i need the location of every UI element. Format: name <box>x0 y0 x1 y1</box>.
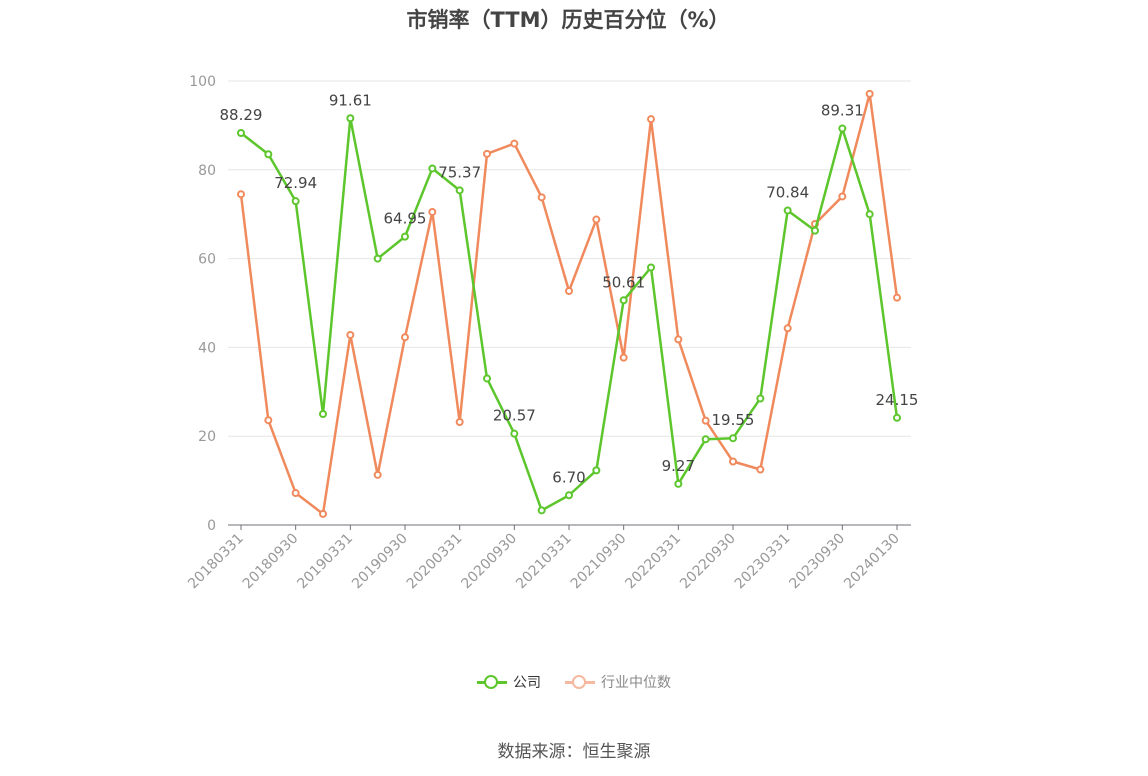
industry-median-point <box>783 324 792 333</box>
industry-median-point <box>319 509 327 518</box>
data-label: 72.94 <box>274 174 317 192</box>
company-point <box>346 114 355 123</box>
data-label: 50.61 <box>602 273 645 291</box>
industry-median-point <box>264 416 273 425</box>
company-point <box>428 164 437 173</box>
industry-median-point <box>647 115 655 124</box>
industry-median-point <box>510 139 519 148</box>
legend-swatch-industry-median <box>565 675 595 689</box>
y-tick-label: 0 <box>207 518 216 534</box>
company-point <box>592 466 601 475</box>
data-label: 24.15 <box>876 391 919 409</box>
x-tick-label: 20190930 <box>349 531 411 593</box>
data-label: 6.70 <box>552 468 585 486</box>
industry-median-point <box>401 333 409 342</box>
industry-median-point <box>674 335 683 344</box>
company-point <box>401 232 409 241</box>
industry-median-point <box>346 330 355 339</box>
grid-lines <box>228 80 911 437</box>
legend-item-company[interactable]: 公司 <box>477 672 541 692</box>
industry-median-point <box>455 417 464 426</box>
data-label: 19.55 <box>712 411 755 429</box>
legend-swatch-company <box>477 675 507 689</box>
company-point <box>319 410 327 418</box>
legend-label-industry-median: 行业中位数 <box>601 675 671 691</box>
company-point <box>537 506 546 515</box>
data-label: 64.95 <box>384 210 427 228</box>
company-point <box>701 435 710 444</box>
x-tick-label: 20190331 <box>294 531 356 593</box>
series-line-company <box>240 117 899 512</box>
data-label: 88.29 <box>220 106 263 124</box>
series-line-industry-median <box>239 92 899 516</box>
company-point <box>510 429 519 438</box>
chart-title: 市销率（TTM）历史百分位（%） <box>406 8 730 32</box>
x-tick-label: 20240130 <box>841 531 903 593</box>
legend: 公司 行业中位数 <box>0 672 1148 692</box>
y-tick-label: 40 <box>198 340 216 356</box>
y-tick-label: 80 <box>198 163 216 179</box>
industry-median-point <box>619 353 628 362</box>
company-point <box>729 434 737 443</box>
x-tick-label: 20230331 <box>732 531 794 593</box>
x-tick-label: 20230930 <box>786 531 848 593</box>
data-label: 91.61 <box>329 91 372 109</box>
company-point <box>455 186 464 195</box>
data-label: 75.37 <box>438 163 481 181</box>
industry-median-point <box>893 293 901 302</box>
industry-median-point <box>865 89 874 98</box>
company-point <box>237 128 245 137</box>
x-tick-label: 20200930 <box>458 531 520 593</box>
company-point <box>373 254 382 263</box>
company-point <box>811 226 819 235</box>
x-tick-label: 20210930 <box>568 531 630 593</box>
y-tick-label: 100 <box>189 74 216 90</box>
axes: 0 20 40 60 80 100 2018033120180930201903312019… <box>185 74 911 592</box>
company-point <box>483 374 491 383</box>
y-tick-label: 20 <box>198 429 216 445</box>
data-label: 89.31 <box>821 101 864 119</box>
x-tick-label: 20220930 <box>677 531 739 593</box>
company-point <box>647 263 655 272</box>
industry-median-point <box>838 192 847 201</box>
industry-median-point <box>756 465 765 474</box>
industry-median-point <box>701 416 710 425</box>
company-point <box>619 296 628 305</box>
company-point <box>291 197 300 206</box>
industry-median-point <box>428 207 437 216</box>
company-point <box>674 479 683 488</box>
data-label: 70.84 <box>766 183 809 201</box>
x-tick-label: 20180331 <box>185 531 247 593</box>
y-tick-label: 60 <box>198 252 216 268</box>
company-point <box>783 206 792 215</box>
data-labels: 88.29 72.94 91.61 64.95 75.37 20.57 6.70 50.61 9… <box>220 91 919 486</box>
company-point <box>838 124 847 133</box>
x-tick-label: 20180930 <box>240 531 302 593</box>
company-point <box>264 150 273 159</box>
company-point <box>865 210 874 219</box>
company-point <box>893 413 901 422</box>
industry-median-point <box>483 149 491 158</box>
industry-median-point <box>537 193 546 202</box>
industry-median-point <box>373 470 382 479</box>
industry-median-point <box>291 489 300 498</box>
legend-item-industry-median[interactable]: 行业中位数 <box>565 672 671 692</box>
series-lines <box>237 89 901 518</box>
industry-median-point <box>729 457 737 466</box>
data-label: 20.57 <box>493 407 536 425</box>
x-tick-label: 20220331 <box>622 531 684 593</box>
industry-median-point <box>237 190 245 199</box>
x-tick-label: 20210331 <box>513 531 575 593</box>
industry-median-point <box>592 215 601 224</box>
data-source: 数据来源：恒生聚源 <box>497 742 651 762</box>
data-label: 9.27 <box>662 457 695 475</box>
legend-label-company: 公司 <box>513 675 541 691</box>
company-point <box>565 491 573 500</box>
x-tick-label: 20200331 <box>404 531 466 593</box>
company-point <box>756 394 765 403</box>
industry-median-point <box>565 287 573 296</box>
